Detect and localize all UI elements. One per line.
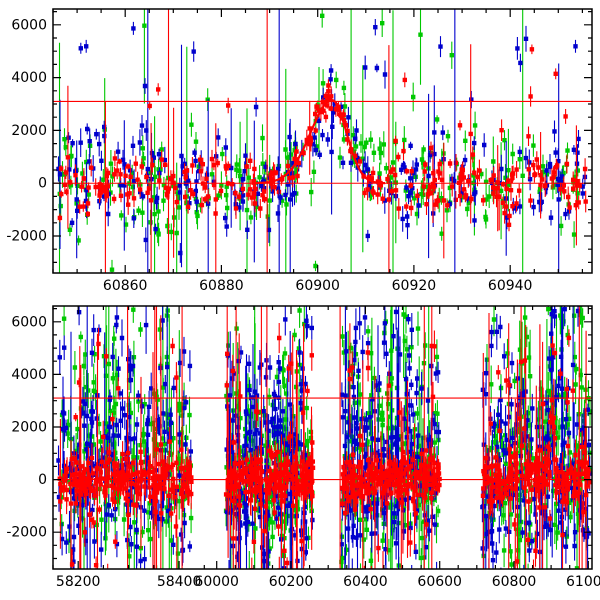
plot-area-bottom	[53, 306, 592, 569]
x-tick-label: 60000	[194, 574, 239, 590]
panel-bottom: 5820058400600006020060400606006080061000…	[6, 305, 600, 590]
axis-ticks	[52, 9, 592, 273]
panel-top: 60860 60880 60900 60920 60940 -2000 0 2000 4000 6…	[6, 8, 593, 294]
axis-ticks	[52, 306, 592, 569]
plot-area-top	[53, 9, 592, 273]
y-tick-label: 6000	[11, 314, 47, 330]
x-tick-label: 60200	[269, 574, 314, 590]
axes-frame	[52, 8, 593, 274]
x-tick-label: 60940	[488, 278, 533, 294]
x-tick-label: 61000	[566, 574, 600, 590]
y-tick-label: -2000	[6, 229, 47, 245]
y-tick-label: 6000	[11, 17, 47, 33]
flare-model-curve	[255, 98, 386, 185]
x-tick-label: 60860	[103, 278, 148, 294]
y-tick-label: -2000	[6, 525, 47, 541]
x-tick-label: 58400	[157, 574, 202, 590]
y-tick-label: 4000	[11, 367, 47, 383]
y-tick-label: 4000	[11, 70, 47, 86]
x-tick-label: 60600	[417, 574, 462, 590]
y-tick-label: 0	[38, 472, 47, 488]
x-tick-label: 60800	[492, 574, 537, 590]
x-tick-label: 60900	[295, 278, 340, 294]
y-tick-label: 0	[38, 176, 47, 192]
x-tick-label: 60920	[392, 278, 437, 294]
axes-frame	[52, 305, 593, 570]
y-tick-label: 2000	[11, 123, 47, 139]
x-tick-label: 60400	[343, 574, 388, 590]
errorbars-green	[58, 9, 579, 273]
y-tick-label: 2000	[11, 420, 47, 436]
x-tick-label: 60880	[199, 278, 244, 294]
x-tick-label: 58200	[56, 574, 101, 590]
